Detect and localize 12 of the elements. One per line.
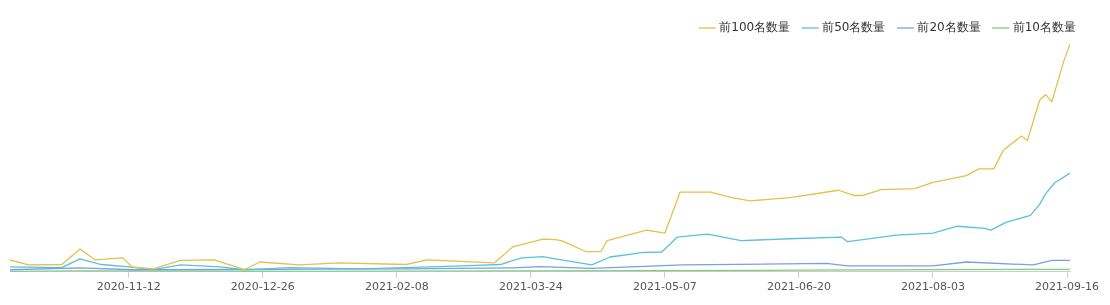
- x-tick-label: 2021-03-24: [498, 280, 563, 294]
- legend-label: 前10名数量: [1012, 20, 1077, 35]
- x-tick-label: 2021-02-08: [364, 280, 429, 294]
- x-tick-label: 2020-12-26: [230, 280, 295, 294]
- legend-label: 前50名数量: [822, 20, 886, 35]
- x-tick-label: 2021-08-03: [901, 280, 965, 294]
- x-tick-label: 2020-11-12: [96, 280, 161, 294]
- x-tick-label: 2021-09-16: [1035, 280, 1099, 294]
- x-tick-label: 2021-05-07: [632, 280, 697, 294]
- legend-label: 前20名数量: [917, 20, 981, 35]
- legend-label: 前100名数量: [719, 20, 791, 35]
- x-tick-label: 2021-06-20: [766, 280, 831, 294]
